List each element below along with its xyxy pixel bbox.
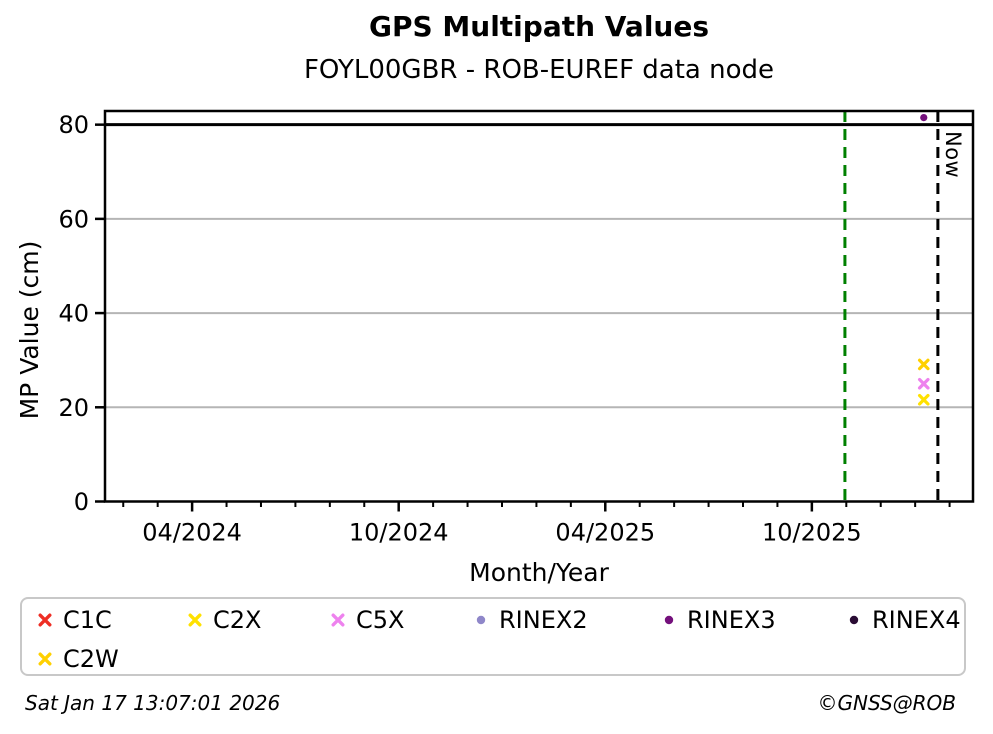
point-c2w (917, 358, 930, 371)
x-tick-label: 04/2025 (555, 519, 655, 547)
y-tick-label: 40 (58, 300, 89, 328)
legend-box: C1C C2X C5X RINEX2 RINEX3 RINEX4 C2W (20, 597, 966, 676)
legend-item-c5x: C5X (330, 604, 404, 636)
legend-item-c2x: C2X (187, 604, 261, 636)
y-tick-label: 20 (58, 394, 89, 422)
x-tick-label: 10/2024 (349, 519, 449, 547)
legend-label: RINEX2 (499, 606, 588, 634)
chart-title: GPS Multipath Values (368, 10, 710, 43)
y-axis-label: MP Value (cm) (15, 241, 44, 420)
legend-item-c1c: C1C (37, 604, 112, 636)
legend-label: C2W (63, 645, 119, 673)
legend-label: C1C (63, 606, 112, 634)
plot-border (103, 109, 975, 503)
plot-canvas: 0 20 40 60 80 04/2024 10/2024 04/2025 10/2025 Mo… (15, 109, 975, 587)
legend-label: RINEX3 (687, 606, 776, 634)
y-tick-label: 60 (58, 205, 89, 233)
x-tick-label: 04/2024 (142, 519, 242, 547)
point-c2x (917, 393, 930, 406)
c5x-marker-icon (331, 613, 345, 627)
c2x-marker-icon (188, 613, 202, 627)
rinex4-marker-icon (849, 615, 859, 625)
point-c5x (917, 377, 930, 390)
plot-timestamp: Sat Jan 17 13:07:01 2026 (25, 691, 281, 715)
legend-label: C5X (356, 606, 405, 634)
now-line-label: Now (941, 131, 965, 179)
legend-label: RINEX4 (872, 606, 961, 634)
rinex2-marker-icon (476, 615, 486, 625)
legend-item-rinex2: RINEX2 (473, 604, 588, 636)
point-rinex3 (920, 113, 928, 122)
y-tick-label: 80 (58, 111, 89, 139)
rinex3-marker-icon (664, 615, 674, 625)
legend-item-c2w: C2W (37, 643, 119, 675)
legend-item-rinex3: RINEX3 (661, 604, 776, 636)
legend-item-rinex4: RINEX4 (846, 604, 961, 636)
x-axis-label: Month/Year (469, 558, 609, 587)
c2w-marker-icon (38, 652, 52, 666)
y-tick-label: 0 (74, 488, 89, 516)
chart-subtitle: FOYL00GBR - ROB-EUREF data node (303, 55, 775, 85)
copyright-label: ©GNSS@ROB (817, 691, 957, 715)
c1c-marker-icon (38, 613, 52, 627)
x-tick-label: 10/2025 (762, 519, 862, 547)
legend-label: C2X (213, 606, 262, 634)
